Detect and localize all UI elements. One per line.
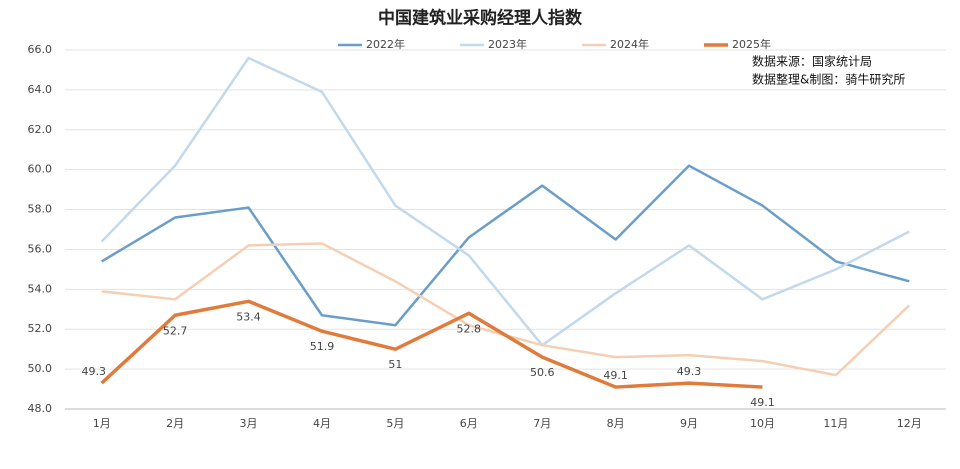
data-label: 51.9 [310, 340, 335, 353]
data-label: 49.1 [603, 369, 628, 382]
legend-label: 2025年 [732, 37, 771, 51]
y-tick-label: 50.0 [28, 362, 53, 375]
x-tick-label: 8月 [607, 417, 625, 430]
series-line [100, 56, 910, 347]
data-label: 49.3 [677, 365, 702, 378]
legend-label: 2023年 [488, 37, 527, 51]
y-tick-label: 58.0 [28, 203, 53, 216]
y-tick-label: 52.0 [28, 322, 53, 335]
x-tick-label: 9月 [680, 417, 698, 430]
data-label: 53.4 [236, 310, 261, 323]
series-line [101, 164, 910, 327]
x-tick-label: 11月 [823, 417, 848, 430]
data-label: 50.6 [530, 366, 555, 379]
y-tick-label: 60.0 [28, 163, 53, 176]
data-label: 51 [388, 358, 402, 371]
x-tick-label: 5月 [386, 417, 404, 430]
y-tick-label: 48.0 [28, 402, 53, 415]
x-tick-label: 4月 [313, 417, 331, 430]
x-tick-label: 10月 [750, 417, 775, 430]
data-label: 49.1 [750, 396, 775, 409]
series-line [101, 242, 911, 377]
y-tick-label: 62.0 [28, 123, 53, 136]
source-note: 数据来源：国家统计局 [752, 54, 872, 69]
y-tick-label: 54.0 [28, 282, 53, 295]
y-tick-label: 64.0 [28, 83, 53, 96]
data-label: 52.7 [163, 324, 188, 337]
credit-note: 数据整理&制图：骑牛研究所 [752, 72, 905, 87]
series-line [100, 299, 763, 389]
y-tick-label: 56.0 [28, 242, 53, 255]
x-tick-label: 1月 [93, 417, 111, 430]
x-tick-label: 7月 [533, 417, 551, 430]
x-tick-label: 12月 [897, 417, 922, 430]
data-label: 49.3 [81, 365, 106, 378]
legend-label: 2022年 [366, 37, 405, 51]
chart-title: 中国建筑业采购经理人指数 [378, 8, 583, 29]
data-label: 52.8 [457, 322, 482, 335]
y-tick-label: 66.0 [28, 43, 53, 56]
x-tick-label: 2月 [166, 417, 184, 430]
x-tick-label: 6月 [460, 417, 478, 430]
x-tick-label: 3月 [240, 417, 258, 430]
legend-label: 2024年 [610, 37, 649, 51]
